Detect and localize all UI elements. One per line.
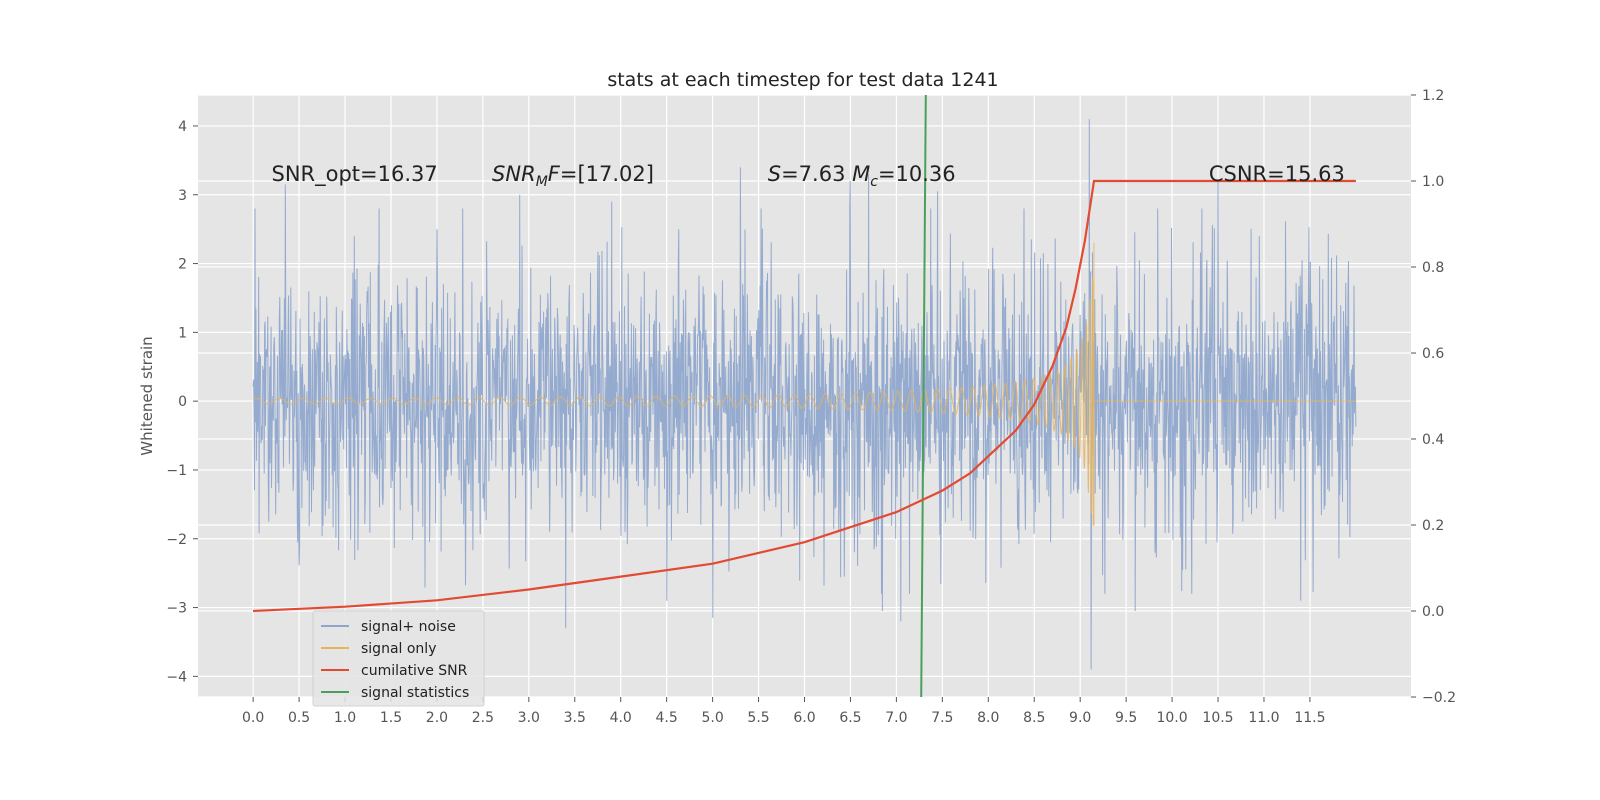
x-tick-label: 6.5 xyxy=(839,710,861,726)
x-tick-label: 11.0 xyxy=(1248,710,1279,726)
y-axis-label: Whitened strain xyxy=(138,336,156,455)
y2-tick-label: 0.0 xyxy=(1422,604,1444,620)
x-tick-label: 6.0 xyxy=(793,710,815,726)
series-layer xyxy=(252,94,1357,698)
y-tick-label: 4 xyxy=(178,119,187,135)
annotation-1: SNRMF=[17.02] xyxy=(492,162,654,190)
y-tick-label: 3 xyxy=(178,188,187,204)
legend-label: signal statistics xyxy=(361,685,469,701)
signal-noise-line xyxy=(252,119,1357,670)
annotation-0: SNR_opt=16.37 xyxy=(272,162,438,187)
y2-tick-label: 0.8 xyxy=(1422,260,1444,276)
signal-only-line xyxy=(252,242,1356,526)
legend-label: signal+ noise xyxy=(361,619,456,635)
annotations: SNR_opt=16.37 SNRMF=[17.02] S=7.63 Mc=10.3… xyxy=(272,162,1345,190)
x-tick-label: 0.5 xyxy=(288,710,310,726)
x-tick-label: 4.0 xyxy=(610,710,632,726)
x-tick-label: 0.0 xyxy=(242,710,264,726)
x-tick-label: 9.5 xyxy=(1115,710,1137,726)
y2-tick-label: 1.2 xyxy=(1422,88,1444,104)
x-tick-label: 7.0 xyxy=(885,710,907,726)
x-tick-label: 5.5 xyxy=(747,710,769,726)
x-tick-label: 10.5 xyxy=(1202,710,1233,726)
y2-tick-label: 0.2 xyxy=(1422,518,1444,534)
x-tick-label: 8.5 xyxy=(1023,710,1045,726)
legend: signal+ noise signal only cumilative SNR si… xyxy=(312,610,485,707)
x-axis: 0.0 0.5 1.0 1.5 2.0 2.5 3.0 3.5 4.0 4.5 5.0 5.5 6.0 6… xyxy=(242,697,1326,726)
annotation-2: S=7.63 Mc=10.36 xyxy=(768,162,956,190)
x-tick-label: 4.5 xyxy=(656,710,678,726)
x-tick-label: 5.0 xyxy=(701,710,723,726)
y-tick-label: −1 xyxy=(166,463,187,479)
y2-tick-label: 0.6 xyxy=(1422,346,1444,362)
x-tick-label: 1.0 xyxy=(334,710,356,726)
signal-statistics-line xyxy=(920,94,927,698)
y-tick-label: 0 xyxy=(178,394,187,410)
legend-box xyxy=(312,610,485,707)
y-axis-left: −4 −3 −2 −1 0 1 2 3 4 xyxy=(166,119,198,685)
x-tick-label: 10.0 xyxy=(1156,710,1187,726)
y-tick-label: 2 xyxy=(178,257,187,273)
x-tick-label: 2.5 xyxy=(472,710,494,726)
x-tick-label: 2.0 xyxy=(426,710,448,726)
x-tick-label: 9.0 xyxy=(1069,710,1091,726)
x-tick-label: 8.0 xyxy=(977,710,999,726)
x-tick-label: 3.5 xyxy=(564,710,586,726)
y2-tick-label: 1.0 xyxy=(1422,174,1444,190)
x-tick-label: 7.5 xyxy=(931,710,953,726)
cumulative-snr-line xyxy=(253,179,1356,613)
y2-tick-label: −0.2 xyxy=(1422,690,1456,706)
y2-tick-label: 0.4 xyxy=(1422,432,1444,448)
chart-title: stats at each timestep for test data 124… xyxy=(607,69,998,91)
legend-label: cumilative SNR xyxy=(361,663,468,679)
y-tick-label: 1 xyxy=(178,325,187,341)
y-tick-label: −2 xyxy=(166,532,187,548)
y-axis-right: −0.2 0.0 0.2 0.4 0.6 0.8 1.0 1.2 xyxy=(1411,88,1456,706)
x-tick-label: 11.5 xyxy=(1294,710,1325,726)
y-tick-label: −3 xyxy=(166,601,187,617)
x-tick-label: 1.5 xyxy=(380,710,402,726)
y-tick-label: −4 xyxy=(166,669,187,685)
x-tick-label: 3.0 xyxy=(518,710,540,726)
legend-label: signal only xyxy=(361,641,436,657)
annotation-3: CSNR=15.63 xyxy=(1209,162,1345,186)
